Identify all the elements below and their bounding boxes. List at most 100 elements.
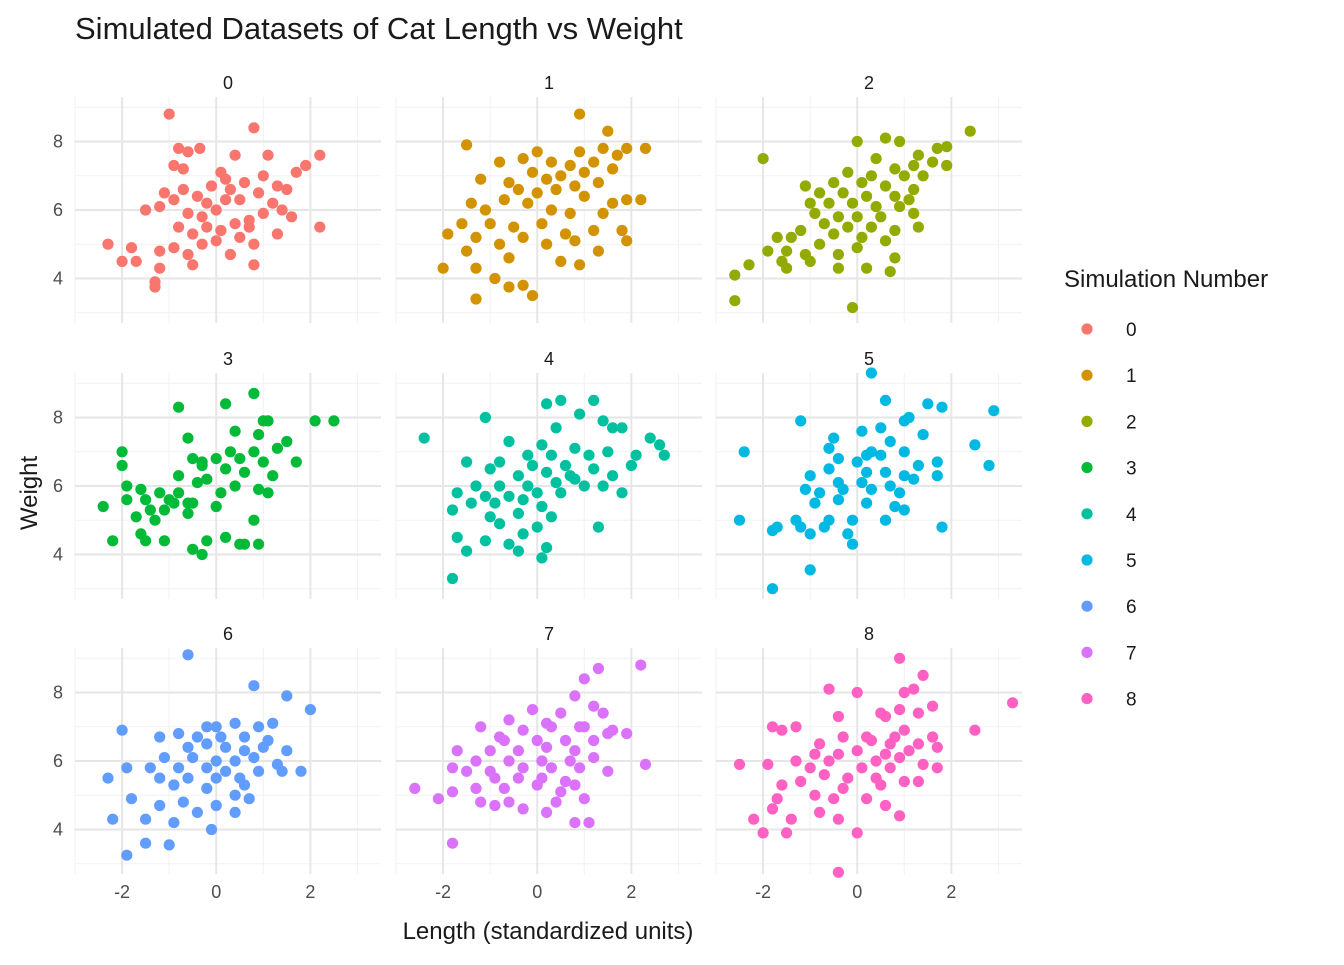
data-point [107, 535, 119, 547]
x-tick-label: 2 [626, 882, 636, 902]
data-point [635, 659, 647, 671]
data-point [536, 500, 548, 513]
data-point [931, 470, 943, 482]
data-point [879, 710, 892, 723]
data-point [941, 141, 953, 153]
data-point [879, 180, 892, 192]
y-tick-label: 4 [53, 268, 63, 288]
data-point [248, 752, 260, 764]
data-point [832, 248, 845, 261]
data-point [531, 779, 543, 791]
data-point [865, 483, 878, 495]
data-point [168, 194, 180, 206]
data-point [234, 231, 246, 243]
data-point [168, 497, 180, 509]
data-point [917, 429, 929, 441]
data-point [229, 480, 241, 492]
data-point [588, 463, 600, 475]
x-axis-label: Length (standardized units) [403, 918, 694, 945]
facet-panel-8: 8 -2 0 2 [715, 624, 1022, 902]
data-point [461, 139, 473, 151]
data-point [851, 242, 863, 254]
data-point [173, 487, 185, 499]
data-point [470, 755, 482, 767]
data-point [210, 204, 222, 216]
data-point [210, 235, 222, 247]
data-point [144, 504, 156, 516]
data-point [158, 535, 170, 547]
data-point [290, 166, 302, 178]
data-point [555, 786, 567, 798]
data-point [107, 813, 119, 825]
data-point [201, 221, 213, 233]
data-point [271, 442, 283, 454]
data-point [494, 518, 506, 530]
data-point [814, 187, 826, 199]
x-tick-label: 0 [211, 882, 221, 902]
data-point [517, 153, 529, 165]
data-point [564, 207, 576, 219]
data-point [766, 524, 779, 537]
data-point [621, 728, 633, 740]
data-point [823, 442, 835, 454]
legend-marker [1081, 508, 1093, 520]
data-point [508, 221, 520, 233]
data-point [846, 197, 859, 209]
data-point [875, 449, 887, 461]
data-point [461, 545, 473, 557]
data-point [569, 745, 581, 757]
data-point [814, 738, 826, 750]
data-point [832, 813, 845, 825]
data-point [446, 572, 459, 585]
data-point [220, 173, 232, 185]
data-point [879, 132, 892, 144]
data-point [503, 252, 515, 264]
data-point [1007, 697, 1019, 709]
data-point [545, 511, 558, 523]
data-point [823, 683, 835, 695]
data-point [795, 521, 807, 533]
data-point [856, 477, 868, 489]
data-point [475, 721, 487, 733]
data-point [898, 504, 910, 516]
data-point [224, 248, 236, 261]
data-point [253, 187, 265, 199]
data-point [809, 207, 821, 219]
x-tick-label: -2 [435, 882, 451, 902]
facet-panel-3: 3 4 6 8 [53, 349, 381, 599]
facet-panel-1: 1 [395, 73, 702, 323]
data-point [271, 228, 283, 240]
data-point [210, 799, 222, 812]
data-point [201, 738, 213, 750]
data-point [846, 538, 859, 550]
legend-marker [1081, 693, 1093, 705]
data-point [304, 704, 316, 716]
data-point [517, 231, 529, 243]
legend: Simulation Number 0 1 2 3 4 5 6 7 8 [1064, 266, 1268, 711]
data-point [837, 483, 849, 495]
data-point [785, 231, 797, 243]
data-point [196, 238, 208, 250]
data-point [607, 197, 619, 209]
y-tick-label: 4 [53, 819, 63, 839]
legend-marker [1081, 554, 1093, 566]
data-point [470, 262, 482, 274]
data-point [498, 782, 510, 795]
data-point [804, 762, 816, 774]
data-point [898, 470, 910, 482]
data-point [97, 500, 109, 513]
chart-title: Simulated Datasets of Cat Length vs Weig… [75, 11, 683, 46]
data-point [545, 204, 558, 216]
data-point [898, 415, 910, 427]
data-point [894, 487, 906, 499]
data-point [210, 500, 222, 513]
data-point [154, 772, 166, 784]
legend-item-4: 4 [1081, 505, 1137, 526]
data-point [658, 449, 670, 461]
data-point [861, 449, 873, 461]
data-point [870, 201, 882, 213]
data-point [451, 745, 463, 757]
data-point [173, 142, 185, 154]
data-point [494, 480, 506, 492]
data-point [470, 231, 482, 243]
